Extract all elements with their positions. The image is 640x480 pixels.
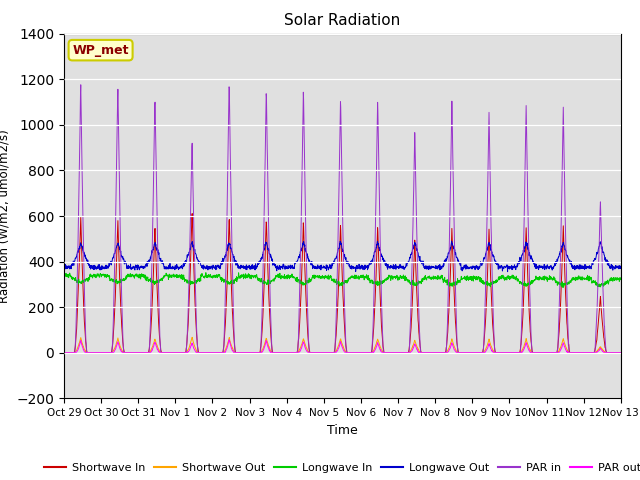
Longwave In [202,270,210,276]
Shortwave Out [504,350,512,356]
Shortwave Out [60,350,68,356]
Longwave In [559,285,567,290]
PAR in [60,350,68,356]
Shortwave In [504,350,512,356]
Shortwave Out [371,345,379,350]
Title: Solar Radiation: Solar Radiation [284,13,401,28]
PAR out [371,348,379,353]
Line: PAR in: PAR in [64,85,621,353]
X-axis label: Time: Time [327,424,358,437]
Shortwave Out [617,350,625,356]
Line: Longwave Out: Longwave Out [64,241,621,272]
Shortwave In [216,350,223,356]
PAR out [568,350,575,356]
Longwave In [216,272,223,277]
Longwave In [359,275,367,280]
Longwave Out [448,238,456,244]
Longwave In [371,281,379,287]
PAR out [60,350,68,356]
PAR out [225,337,233,343]
Shortwave In [371,304,379,310]
PAR out [216,350,223,356]
Line: Longwave In: Longwave In [64,273,621,288]
Longwave In [568,277,576,283]
Shortwave Out [216,350,223,356]
PAR in [617,350,625,356]
Longwave Out [505,265,513,271]
Longwave In [60,273,68,278]
Legend: Shortwave In, Shortwave Out, Longwave In, Longwave Out, PAR in, PAR out: Shortwave In, Shortwave Out, Longwave In… [40,459,640,478]
Shortwave Out [188,335,196,340]
Longwave Out [504,269,511,275]
Y-axis label: Radiation (W/m2, umol/m2/s): Radiation (W/m2, umol/m2/s) [0,129,11,303]
Shortwave Out [568,350,575,356]
Shortwave In [568,350,575,356]
Longwave Out [568,264,576,270]
PAR in [568,350,575,356]
Line: Shortwave In: Shortwave In [64,214,621,353]
PAR out [617,350,625,356]
PAR out [584,350,591,356]
Shortwave In [584,350,591,356]
Shortwave In [60,350,68,356]
Shortwave In [617,350,625,356]
Shortwave In [188,211,196,216]
Longwave Out [60,264,68,269]
PAR in [216,350,223,356]
Longwave Out [358,265,366,271]
PAR in [359,350,367,356]
Shortwave In [359,350,367,356]
Shortwave Out [584,350,591,356]
PAR in [504,350,512,356]
Longwave Out [584,264,591,270]
Longwave In [584,273,591,278]
PAR in [371,257,379,263]
Longwave In [617,276,625,281]
Line: Shortwave Out: Shortwave Out [64,337,621,353]
Longwave Out [617,265,625,271]
PAR out [359,350,367,356]
Longwave Out [216,265,223,271]
Longwave In [504,276,512,281]
PAR in [584,350,591,356]
PAR in [77,82,84,88]
Shortwave Out [359,350,367,356]
PAR out [504,350,512,356]
Text: WP_met: WP_met [72,44,129,57]
Longwave Out [371,249,378,255]
Line: PAR out: PAR out [64,340,621,353]
